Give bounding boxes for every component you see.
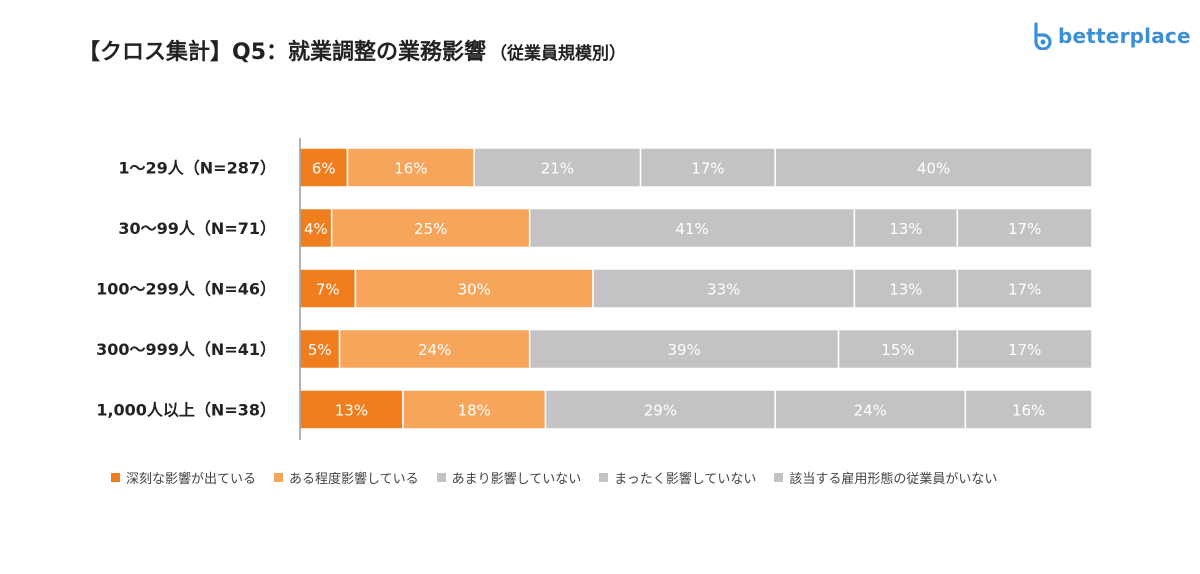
legend-label: まったく影響していない <box>614 472 757 487</box>
legend-item: ある程度影響している <box>274 468 419 487</box>
legend-swatch <box>599 473 609 482</box>
data-label: 17% <box>1008 341 1041 359</box>
legend-label: ある程度影響している <box>289 472 419 487</box>
legend-label: 該当する雇用形態の従業員がいない <box>789 472 998 487</box>
brand-logo: betterplace <box>1030 22 1191 50</box>
bar-segment <box>774 147 1093 188</box>
bar-segment <box>354 268 594 309</box>
category-label: 1,000人以上（N=38） <box>96 401 276 420</box>
data-label: 13% <box>335 402 368 420</box>
data-label: 16% <box>394 160 427 178</box>
bar-segment <box>299 268 357 309</box>
data-label: 21% <box>541 160 574 178</box>
data-label: 39% <box>667 341 700 359</box>
bar-segment <box>964 389 1093 430</box>
data-label: 41% <box>675 220 708 238</box>
data-label: 33% <box>707 281 740 299</box>
bar-segment <box>330 207 531 249</box>
bar-segment <box>956 268 1093 309</box>
bar-segment <box>338 328 531 370</box>
category-label: 30〜99人（N=71） <box>118 219 276 238</box>
legend-swatch <box>274 473 284 482</box>
data-label: 24% <box>854 402 887 420</box>
legend-label: 深刻な影響が出ている <box>126 472 257 487</box>
bar-segment <box>402 389 547 430</box>
data-label: 17% <box>1008 220 1041 238</box>
b-logo-icon <box>1034 22 1052 50</box>
category-label: 1〜29人（N=287） <box>118 159 276 178</box>
legend-swatch <box>774 473 784 482</box>
data-label: 30% <box>458 281 491 299</box>
category-label: 100〜299人（N=46） <box>96 280 276 299</box>
logo-text: betterplace <box>1058 24 1191 48</box>
data-label: 7% <box>316 281 340 299</box>
chart-title: 【クロス集計】Q5：就業調整の業務影響 （従業員規模別） <box>78 34 626 66</box>
data-label: 13% <box>889 220 922 238</box>
data-label: 40% <box>917 160 950 178</box>
bar-segment <box>473 147 642 188</box>
bar-segment <box>299 328 341 370</box>
legend-item: あまり影響していない <box>436 468 582 487</box>
data-label: 25% <box>414 220 447 238</box>
bar-segment <box>639 147 776 188</box>
title-subtitle: （従業員規模別） <box>490 44 627 64</box>
legend-item: まったく影響していない <box>599 468 756 487</box>
data-label: 17% <box>1008 281 1041 299</box>
data-label: 18% <box>458 402 491 420</box>
data-label: 17% <box>691 160 724 178</box>
data-label: 24% <box>418 341 451 359</box>
bar-segment <box>853 207 959 249</box>
bar-segment <box>528 207 856 249</box>
bar-segment <box>592 268 856 309</box>
bar-segment <box>956 207 1093 249</box>
legend-swatch <box>111 473 120 482</box>
legend-item: 深刻な影響が出ている <box>111 468 256 487</box>
bar-segment <box>544 389 776 430</box>
chart-legend: 深刻な影響が出ている ある程度影響している あまり影響していない まったく影響していな… <box>111 468 997 487</box>
legend-label: あまり影響していない <box>451 472 582 487</box>
data-label: 6% <box>312 160 336 178</box>
data-label: 13% <box>889 281 922 299</box>
data-label: 29% <box>644 402 677 420</box>
legend-swatch <box>436 473 446 482</box>
legend-item: 該当する雇用形態の従業員がいない <box>774 468 997 487</box>
title-main: 【クロス集計】Q5：就業調整の業務影響 <box>78 40 487 65</box>
category-label: 300〜999人（N=41） <box>96 340 276 359</box>
data-label: 5% <box>308 341 332 359</box>
data-label: 15% <box>881 341 914 359</box>
data-label: 4% <box>304 220 328 238</box>
data-label: 16% <box>1012 402 1045 420</box>
bar-segment <box>956 328 1093 370</box>
